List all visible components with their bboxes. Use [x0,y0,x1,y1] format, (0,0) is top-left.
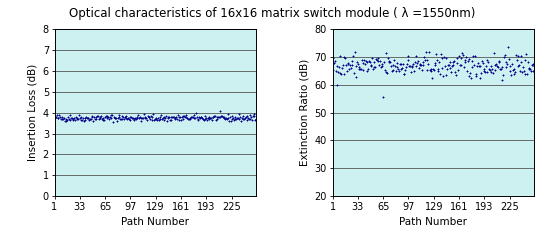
Y-axis label: Extinction Ratio (dB): Extinction Ratio (dB) [299,59,309,166]
Text: Optical characteristics of 16x16 matrix switch module ( λ =1550nm): Optical characteristics of 16x16 matrix … [69,7,476,20]
X-axis label: Path Number: Path Number [121,217,189,227]
Y-axis label: Insertion Loss (dB): Insertion Loss (dB) [27,64,37,161]
X-axis label: Path Number: Path Number [399,217,468,227]
